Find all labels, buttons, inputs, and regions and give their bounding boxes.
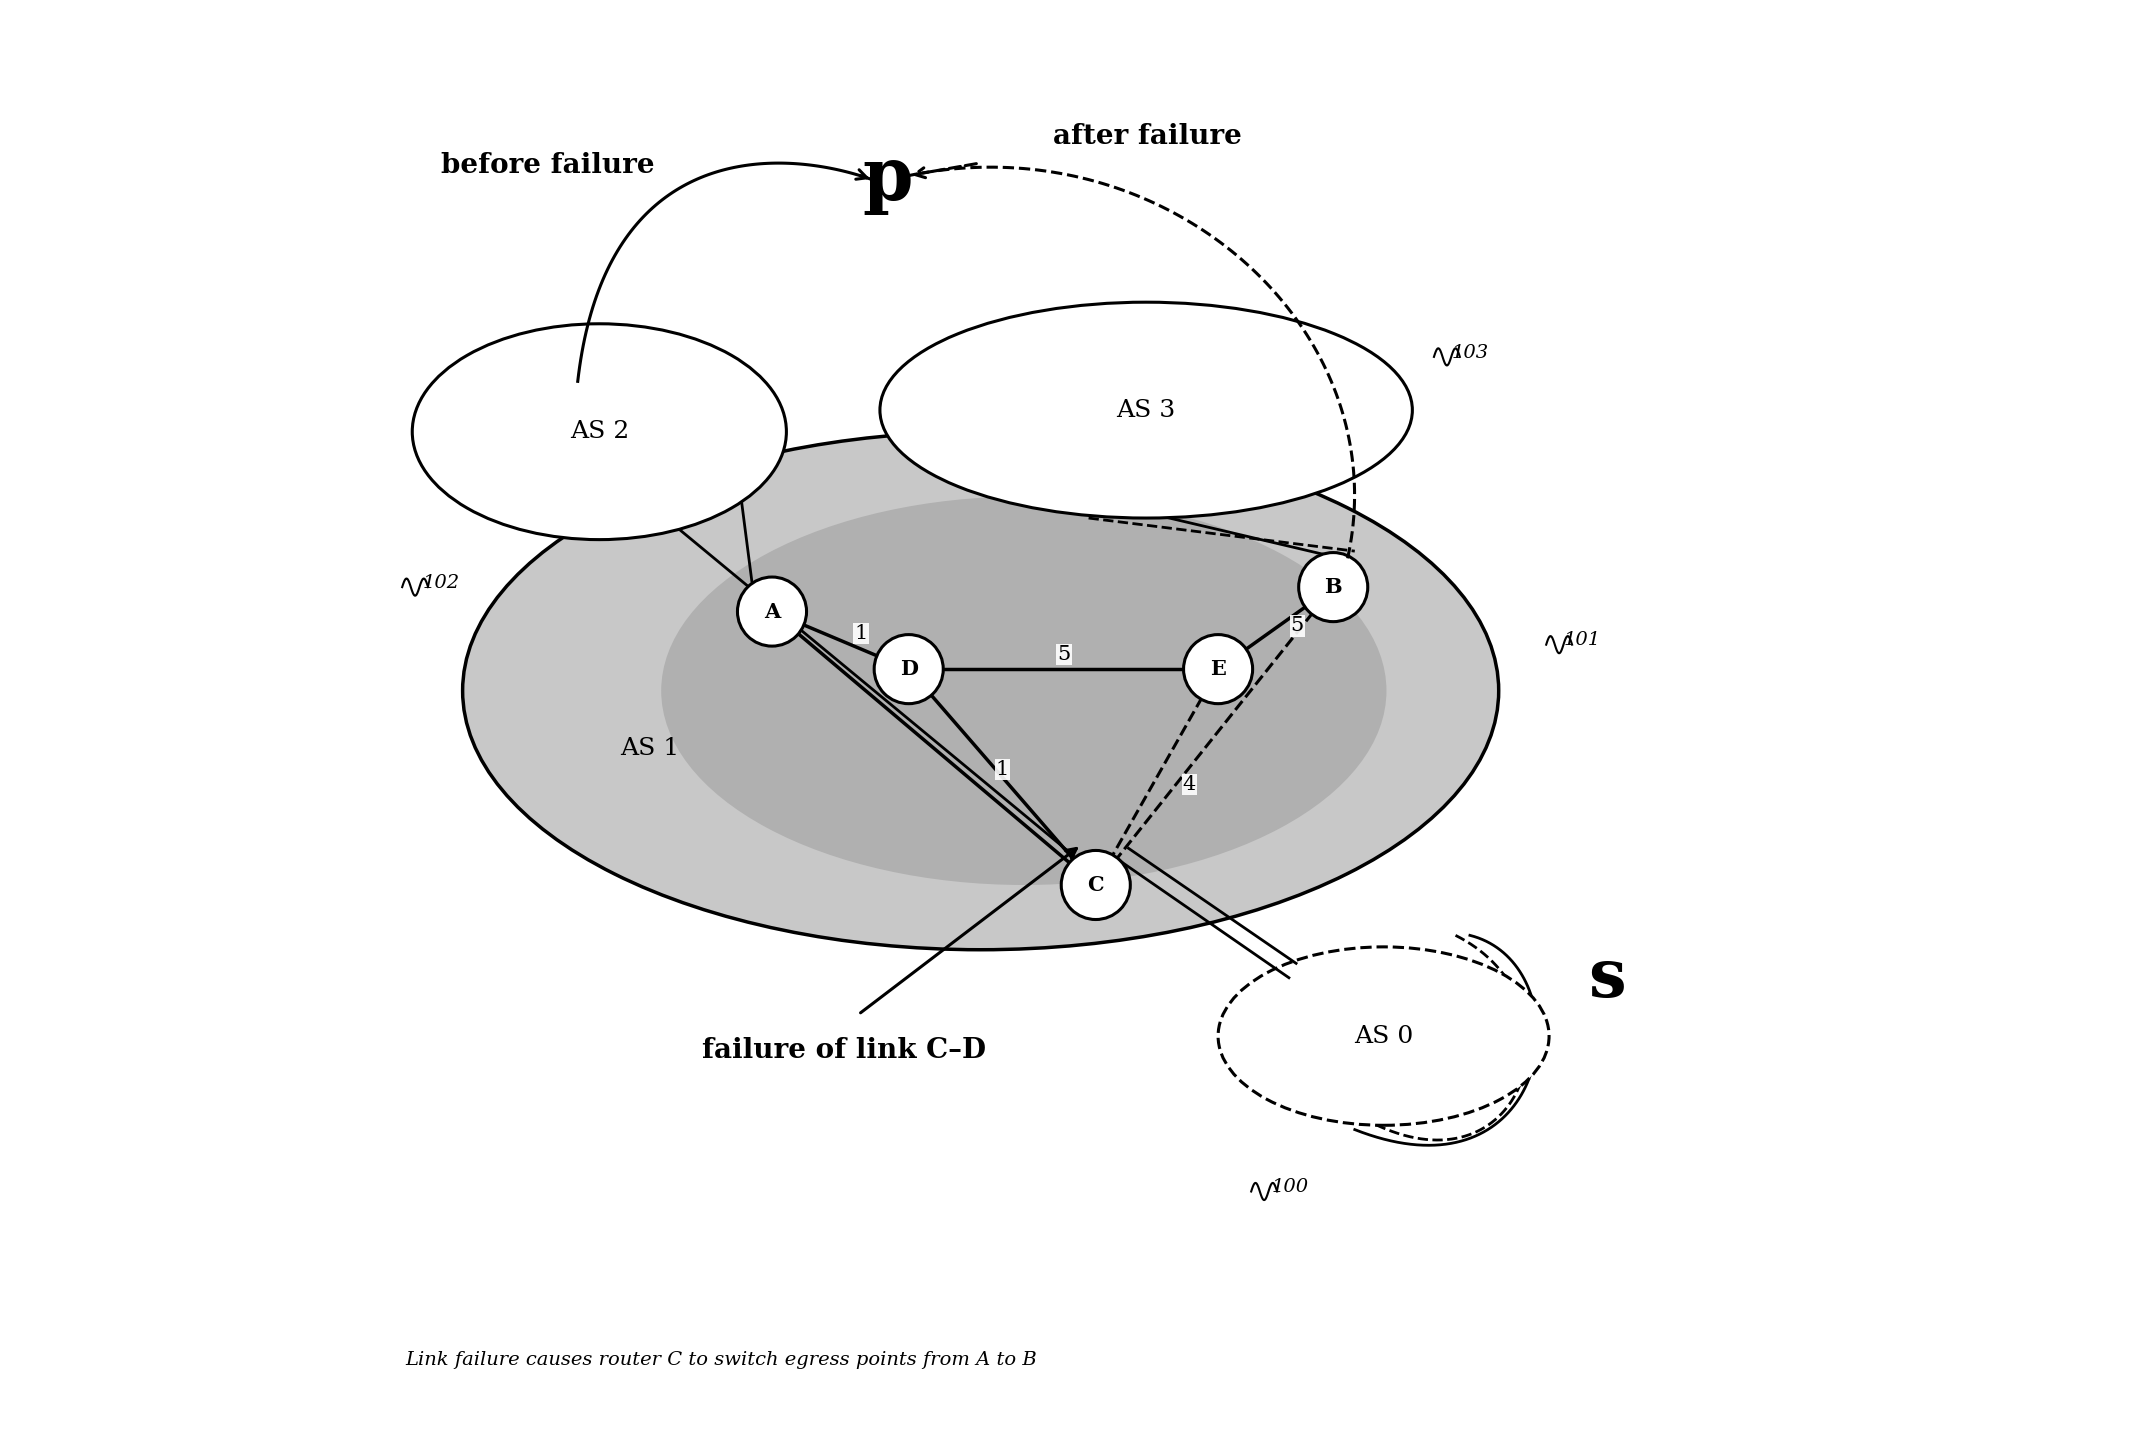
Circle shape — [1184, 635, 1253, 704]
Text: AS 3: AS 3 — [1116, 399, 1176, 422]
Text: after failure: after failure — [1052, 124, 1242, 150]
Text: AS 0: AS 0 — [1353, 1025, 1413, 1048]
Text: 5: 5 — [1291, 616, 1304, 636]
Text: 103: 103 — [1451, 344, 1490, 361]
Circle shape — [1061, 850, 1131, 920]
Text: s: s — [1588, 945, 1626, 1012]
Text: E: E — [1210, 659, 1227, 679]
Text: D: D — [901, 659, 918, 679]
Text: 102: 102 — [423, 574, 459, 591]
Text: 4: 4 — [1182, 774, 1195, 794]
Text: AS 2: AS 2 — [570, 420, 630, 443]
Text: failure of link C–D: failure of link C–D — [702, 1038, 986, 1063]
Ellipse shape — [463, 432, 1498, 950]
Ellipse shape — [1219, 947, 1549, 1125]
Text: A: A — [764, 602, 781, 622]
Text: 100: 100 — [1272, 1179, 1308, 1196]
Text: C: C — [1088, 875, 1103, 895]
Text: 101: 101 — [1564, 632, 1600, 649]
Text: Link failure causes router C to switch egress points from A to B: Link failure causes router C to switch e… — [405, 1351, 1037, 1368]
Text: 1: 1 — [854, 623, 869, 643]
Text: B: B — [1325, 577, 1342, 597]
Ellipse shape — [662, 496, 1387, 885]
Text: 5: 5 — [1058, 645, 1071, 665]
Ellipse shape — [412, 324, 787, 540]
Text: AS 1: AS 1 — [621, 737, 679, 760]
Ellipse shape — [879, 302, 1413, 518]
Circle shape — [738, 577, 807, 646]
Text: before failure: before failure — [442, 153, 655, 178]
Text: 1: 1 — [997, 760, 1009, 780]
Circle shape — [875, 635, 943, 704]
Text: p: p — [862, 144, 913, 216]
Circle shape — [1300, 553, 1368, 622]
